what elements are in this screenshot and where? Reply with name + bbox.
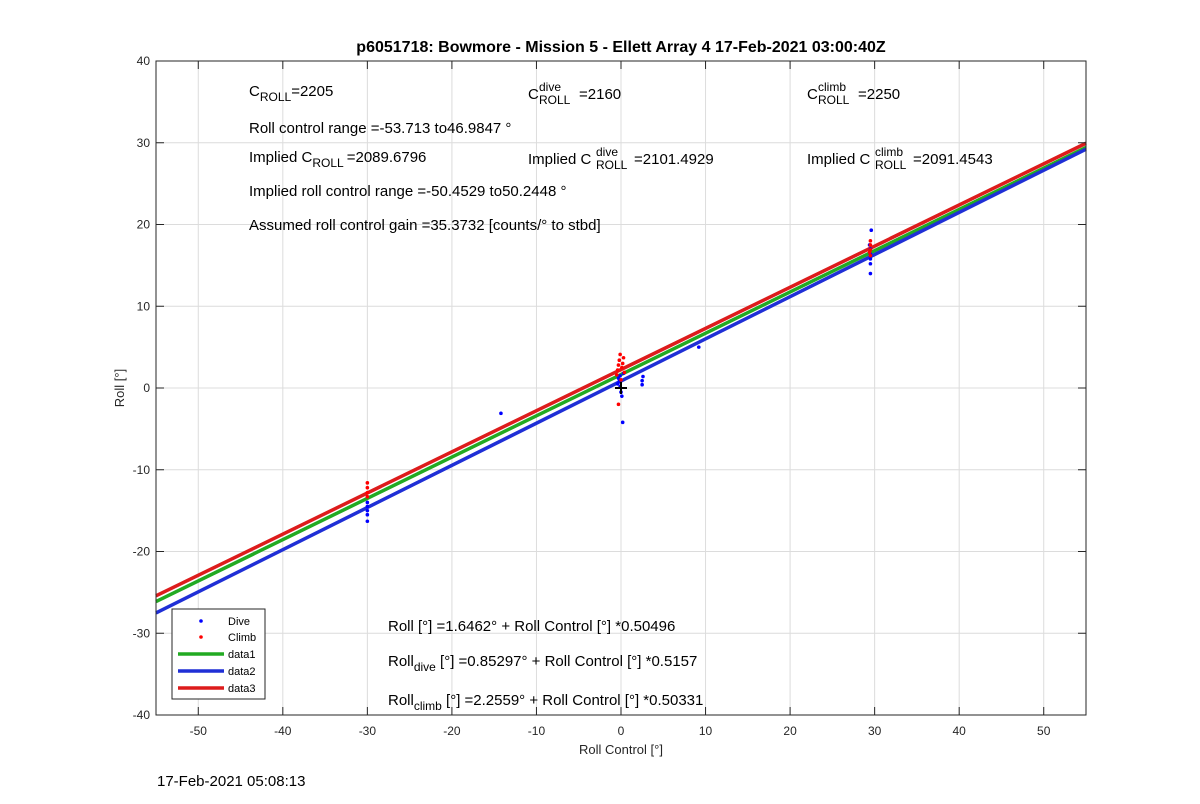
x-tick-label: 20 [783, 724, 797, 738]
dive-point [696, 345, 701, 349]
legend: Dive Climb data1 data2 data3 [171, 608, 266, 700]
implied-range-annotation: Implied roll control range =-50.4529 to5… [249, 183, 566, 200]
gain-annotation: Assumed roll control gain =35.3732 [coun… [249, 217, 601, 234]
legend-data3-label: data3 [228, 683, 256, 695]
climb-point [618, 352, 622, 357]
chart-title: p6051718: Bowmore - Mission 5 - Ellett A… [356, 39, 886, 56]
c-roll-annotation: CROLL=2205 [249, 83, 333, 104]
climb-point [868, 243, 873, 247]
y-tick-label: 40 [137, 54, 151, 68]
y-tick-label: -10 [133, 463, 151, 477]
x-tick-label: -40 [274, 724, 292, 738]
climb-point [365, 494, 370, 499]
climb-point [365, 490, 370, 495]
dive-point [365, 508, 370, 513]
dive-point [641, 374, 645, 379]
fit-all-annotation: Roll [°] =1.6462° + Roll Control [°] *0.… [388, 618, 675, 635]
implied-c-roll-annotation: Implied CROLL =2089.6796 [249, 149, 426, 170]
climb-point [615, 368, 620, 372]
dive-point [365, 519, 370, 524]
dive-point [640, 378, 644, 383]
fit-line-data3 [155, 141, 1087, 598]
x-tick-label: 40 [953, 724, 967, 738]
climb-point [365, 485, 370, 490]
series [155, 141, 1087, 615]
x-tick-label: -20 [443, 724, 461, 738]
dive-point [640, 382, 644, 387]
fit-dive-annotation: Rolldive [°] =0.85297° + Roll Control [°… [388, 653, 697, 674]
legend-dive-marker [199, 619, 203, 623]
climb-point [617, 358, 622, 363]
c-climb-annotation: Cclimb ROLL =2250 [807, 80, 900, 107]
y-tick-label: -40 [133, 708, 151, 722]
c-dive-annotation: Cdive ROLL =2160 [528, 80, 621, 107]
dive-point [868, 271, 873, 276]
dive-point [620, 420, 625, 425]
climb-point [868, 253, 873, 258]
fit-climb-annotation: Rollclimb [°] =2.2559° + Roll Control [°… [388, 692, 703, 713]
climb-point [621, 355, 626, 360]
climb-point [620, 365, 624, 370]
climb-point [620, 361, 625, 366]
climb-point [868, 239, 873, 243]
roll-range-annotation: Roll control range =-53.713 to46.9847 ° [249, 120, 511, 137]
legend-data2-label: data2 [228, 666, 256, 678]
x-axis-label: Roll Control [°] [579, 742, 663, 757]
x-tick-label: 10 [699, 724, 713, 738]
legend-data1-label: data1 [228, 649, 256, 661]
x-tick-label: 30 [868, 724, 882, 738]
dive-point [499, 411, 503, 416]
y-tick-label: -20 [133, 545, 151, 559]
dive-point [618, 373, 622, 378]
footer-timestamp: 17-Feb-2021 05:08:13 [157, 773, 306, 790]
x-tick-label: 50 [1037, 724, 1051, 738]
y-tick-label: 0 [143, 381, 150, 395]
x-tick-label: -30 [359, 724, 377, 738]
y-tick-label: 10 [137, 299, 151, 313]
y-tick-label: 20 [137, 218, 151, 232]
climb-point [614, 373, 619, 377]
climb-point [619, 378, 623, 382]
ticks: -50 -40 -30 -20 -10 0 10 20 30 40 50 -40 -30 -20 -10 0 1… [133, 54, 1086, 738]
climb-point [616, 402, 621, 407]
legend-climb-marker [199, 635, 203, 639]
x-tick-label: -50 [190, 724, 208, 738]
dive-point [869, 228, 874, 233]
dive-point [868, 261, 873, 266]
dive-point [620, 394, 624, 398]
dive-point [365, 504, 370, 509]
dive-point [365, 500, 370, 505]
x-tick-label: 0 [618, 724, 625, 738]
dive-point [365, 512, 370, 517]
x-tick-label: -10 [528, 724, 546, 738]
y-tick-label: 30 [137, 136, 151, 150]
y-axis-label: Roll [°] [112, 369, 127, 407]
climb-point [365, 481, 370, 485]
dive-point [868, 257, 873, 261]
legend-climb-label: Climb [228, 632, 256, 644]
y-tick-label: -30 [133, 626, 151, 640]
climb-point [622, 370, 627, 375]
legend-dive-label: Dive [228, 616, 250, 628]
climb-point [616, 363, 621, 367]
climb-point [867, 250, 872, 255]
